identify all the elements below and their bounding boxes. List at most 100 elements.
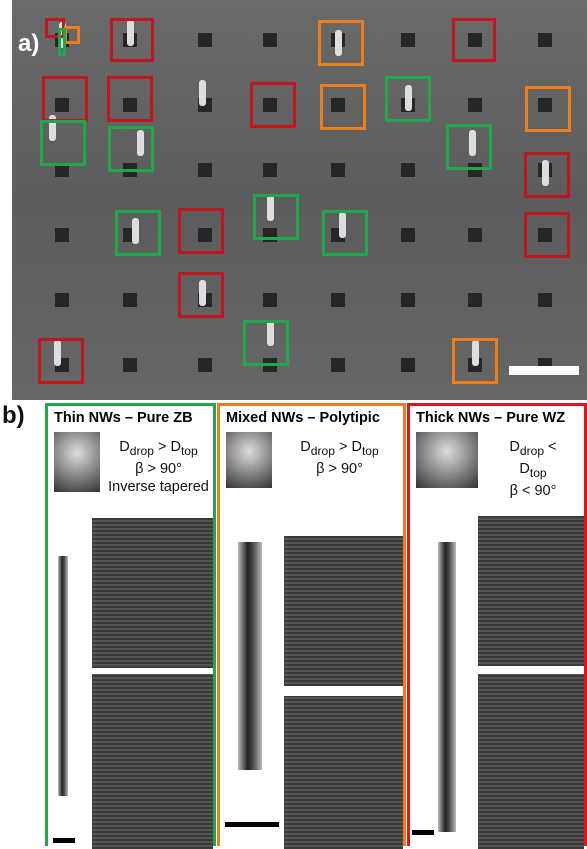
condition-part: > D bbox=[335, 439, 362, 455]
condition-part: D bbox=[519, 461, 529, 477]
page: a) b) Thin NWs – Pure ZBDdrop > Dtopβ > … bbox=[0, 0, 587, 846]
highlight-box bbox=[318, 20, 364, 66]
condition-line: Inverse tapered bbox=[106, 478, 211, 496]
pad bbox=[55, 293, 69, 307]
condition-part: D bbox=[119, 439, 129, 455]
condition-line: Ddrop > Dtop bbox=[278, 438, 401, 460]
condition-part: drop bbox=[520, 444, 544, 458]
column-title: Thick NWs – Pure WZ bbox=[416, 410, 565, 426]
highlight-box bbox=[40, 120, 86, 166]
pad bbox=[198, 358, 212, 372]
highlight-box bbox=[524, 152, 570, 198]
pad bbox=[401, 163, 415, 177]
highlight-box bbox=[524, 212, 570, 258]
condition-line: β > 90° bbox=[278, 460, 401, 478]
highlight-box bbox=[385, 76, 431, 122]
pad bbox=[331, 293, 345, 307]
condition-part: top bbox=[181, 444, 198, 458]
hrtem-image bbox=[284, 536, 403, 686]
column-title: Thin NWs – Pure ZB bbox=[54, 410, 193, 426]
pad bbox=[401, 228, 415, 242]
condition-part: β > 90° bbox=[135, 461, 182, 477]
pad bbox=[538, 33, 552, 47]
pad bbox=[123, 358, 137, 372]
hrtem-image bbox=[478, 516, 584, 666]
pad bbox=[331, 358, 345, 372]
highlight-box bbox=[452, 338, 498, 384]
scale-bar bbox=[53, 838, 75, 843]
pad bbox=[263, 33, 277, 47]
nanowire bbox=[199, 80, 206, 106]
sem-thumbnail bbox=[54, 432, 100, 492]
pad bbox=[198, 163, 212, 177]
pad bbox=[401, 33, 415, 47]
condition-part: Inverse tapered bbox=[108, 479, 209, 495]
condition-part: β < 90° bbox=[510, 483, 557, 499]
column-panel: Mixed NWs – PolytipicDdrop > Dtopβ > 90° bbox=[217, 403, 406, 846]
condition-line: Ddrop < bbox=[484, 438, 582, 460]
highlight-box bbox=[243, 320, 289, 366]
scale-bar bbox=[225, 822, 279, 827]
highlight-box bbox=[110, 18, 154, 62]
tem-nanowire bbox=[58, 556, 68, 796]
pad bbox=[401, 358, 415, 372]
sem-thumbnail bbox=[416, 432, 478, 488]
highlight-box bbox=[107, 76, 153, 122]
condition-part: D bbox=[300, 439, 310, 455]
highlight-box bbox=[178, 272, 224, 318]
panel-label: a) bbox=[18, 30, 39, 58]
pad bbox=[468, 228, 482, 242]
condition-part: drop bbox=[311, 444, 335, 458]
condition-part: < bbox=[544, 439, 557, 455]
highlight-box bbox=[525, 86, 571, 132]
highlight-box bbox=[452, 18, 496, 62]
pad bbox=[123, 293, 137, 307]
pad bbox=[468, 98, 482, 112]
highlight-box bbox=[446, 124, 492, 170]
condition-part: > D bbox=[154, 439, 181, 455]
condition-part: D bbox=[509, 439, 519, 455]
highlight-box bbox=[253, 194, 299, 240]
pad bbox=[468, 293, 482, 307]
condition-line: β < 90° bbox=[484, 482, 582, 500]
hrtem-image bbox=[284, 696, 403, 849]
condition-line: Ddrop > Dtop bbox=[106, 438, 211, 460]
highlight-box bbox=[108, 126, 154, 172]
panel-label: b) bbox=[2, 402, 25, 430]
highlight-box bbox=[42, 76, 88, 122]
condition-part: drop bbox=[130, 444, 154, 458]
highlight-box bbox=[320, 84, 366, 130]
condition-part: β > 90° bbox=[316, 461, 363, 477]
pad bbox=[55, 228, 69, 242]
highlight-box bbox=[178, 208, 224, 254]
condition-part: top bbox=[530, 466, 547, 480]
hrtem-image bbox=[92, 674, 213, 849]
condition-part: top bbox=[362, 444, 379, 458]
highlight-box bbox=[322, 210, 368, 256]
scale-bar bbox=[509, 366, 579, 375]
scale-bar bbox=[412, 830, 434, 835]
highlight-box bbox=[250, 82, 296, 128]
highlight-box bbox=[115, 210, 161, 256]
hrtem-image bbox=[92, 518, 213, 668]
condition-line: β > 90° bbox=[106, 460, 211, 478]
pad bbox=[331, 163, 345, 177]
highlight-box bbox=[38, 338, 84, 384]
tem-nanowire bbox=[438, 542, 456, 832]
column-title: Mixed NWs – Polytipic bbox=[226, 410, 380, 426]
highlight-box bbox=[58, 28, 66, 56]
sem-thumbnail bbox=[226, 432, 272, 488]
pad bbox=[263, 163, 277, 177]
pad bbox=[263, 293, 277, 307]
pad bbox=[538, 293, 552, 307]
sem-image bbox=[12, 0, 587, 400]
condition-line: Dtop bbox=[484, 460, 582, 482]
pad bbox=[401, 293, 415, 307]
highlight-box bbox=[64, 26, 80, 44]
pad bbox=[198, 33, 212, 47]
